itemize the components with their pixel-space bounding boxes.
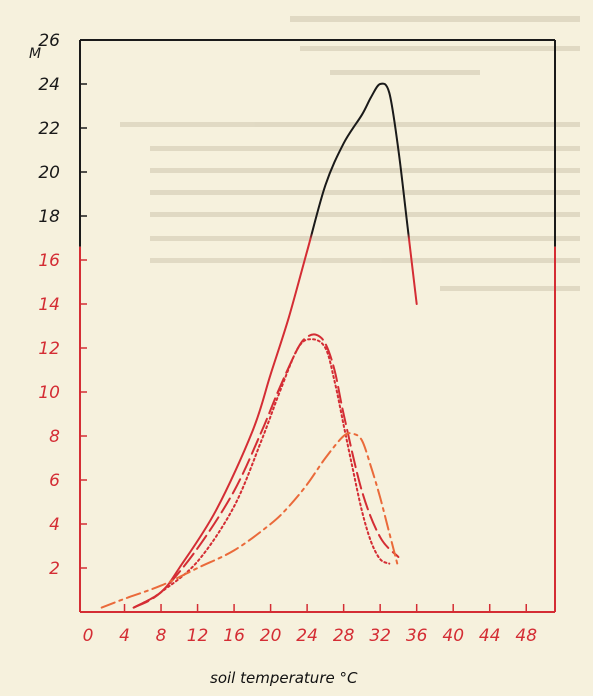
x-tick-label: 28 (333, 626, 355, 646)
y-tick-label: 22 (38, 119, 60, 139)
x-tick-label: 8 (156, 626, 167, 646)
y-tick-label: 26 (38, 31, 60, 51)
plot-frame (79, 39, 556, 613)
series-dash-dot-line (100, 432, 400, 609)
series-layer (100, 82, 418, 609)
x-tick-label: 4 (119, 626, 130, 646)
y-tick-label: 14 (38, 295, 60, 315)
y-tick-label: 18 (38, 207, 60, 227)
y-tick-label: 4 (49, 515, 60, 535)
y-tick-label: 6 (49, 471, 60, 491)
x-tick-label: 44 (479, 626, 501, 646)
y-axis-label: M (29, 46, 41, 62)
x-tick-label: 48 (515, 626, 537, 646)
x-tick-label: 16 (223, 626, 245, 646)
x-tick-label: 40 (442, 626, 464, 646)
x-tick-label: 12 (187, 626, 209, 646)
x-axis-label: soil temperature °C (210, 669, 358, 687)
y-tick-label: 2 (49, 559, 60, 579)
y-tick-label: 8 (49, 427, 60, 447)
series-solid-line (132, 82, 418, 609)
y-tick-label: 20 (38, 163, 60, 183)
x-tick-label: 36 (406, 626, 428, 646)
series-dashed-line (132, 333, 400, 609)
x-axis-ticks: 0 4 8 12 16 20 24 28 32 36 40 44 48 (83, 604, 537, 646)
x-tick-label: 32 (369, 626, 391, 646)
y-tick-label: 16 (38, 251, 60, 271)
y-tick-label: 10 (38, 383, 60, 403)
x-tick-label: 20 (260, 626, 282, 646)
y-tick-label: 24 (38, 75, 60, 95)
series-dotted-line (141, 338, 391, 605)
x-tick-label: 24 (296, 626, 318, 646)
show-through-background (120, 16, 580, 291)
y-tick-label: 12 (38, 339, 60, 359)
x-tick-label: 0 (83, 626, 94, 646)
